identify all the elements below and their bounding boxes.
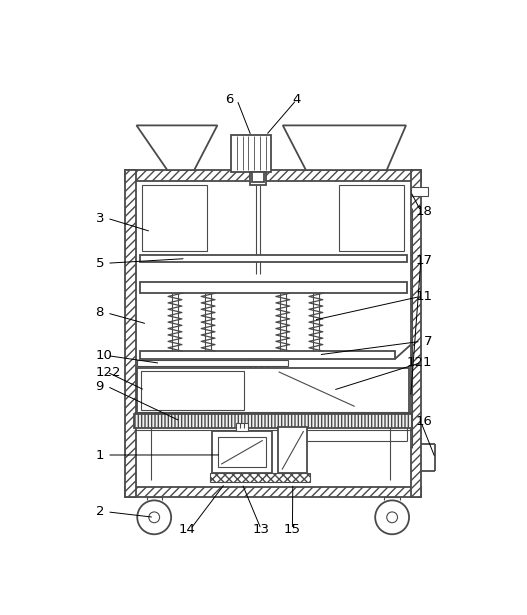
Text: 9: 9 <box>95 380 104 393</box>
Bar <box>137 368 409 413</box>
Text: 1: 1 <box>95 448 104 461</box>
Polygon shape <box>283 125 406 170</box>
Text: 10: 10 <box>95 349 112 362</box>
Bar <box>125 486 422 498</box>
Text: 17: 17 <box>415 255 432 268</box>
Text: 122: 122 <box>95 366 121 379</box>
Bar <box>411 187 427 196</box>
Text: 16: 16 <box>415 415 432 429</box>
Bar <box>125 170 136 498</box>
Bar <box>212 431 272 474</box>
Text: 121: 121 <box>407 356 432 369</box>
Text: 13: 13 <box>252 523 270 536</box>
Text: 6: 6 <box>226 93 234 106</box>
Bar <box>134 414 412 428</box>
Bar <box>141 371 245 410</box>
Polygon shape <box>136 125 217 170</box>
Text: 7: 7 <box>424 335 432 348</box>
Bar <box>218 437 266 467</box>
Bar <box>140 255 407 263</box>
Text: 4: 4 <box>292 93 300 106</box>
Bar <box>140 282 407 293</box>
Bar <box>231 135 271 172</box>
Text: 5: 5 <box>95 256 104 270</box>
Text: 8: 8 <box>95 306 104 319</box>
Bar <box>339 184 404 251</box>
Bar <box>278 427 307 474</box>
Bar <box>137 360 288 367</box>
Bar <box>140 351 395 359</box>
Bar <box>142 184 207 251</box>
Bar <box>250 172 266 186</box>
Bar <box>125 170 422 181</box>
Text: 11: 11 <box>415 290 432 303</box>
Bar <box>210 474 310 482</box>
Text: 15: 15 <box>284 523 301 536</box>
Bar <box>252 172 265 183</box>
Bar <box>250 360 267 373</box>
Text: 14: 14 <box>179 523 196 536</box>
Bar <box>236 423 248 431</box>
Text: 2: 2 <box>95 506 104 518</box>
Text: 3: 3 <box>95 212 104 224</box>
Text: 18: 18 <box>415 205 432 218</box>
Bar <box>411 170 422 498</box>
